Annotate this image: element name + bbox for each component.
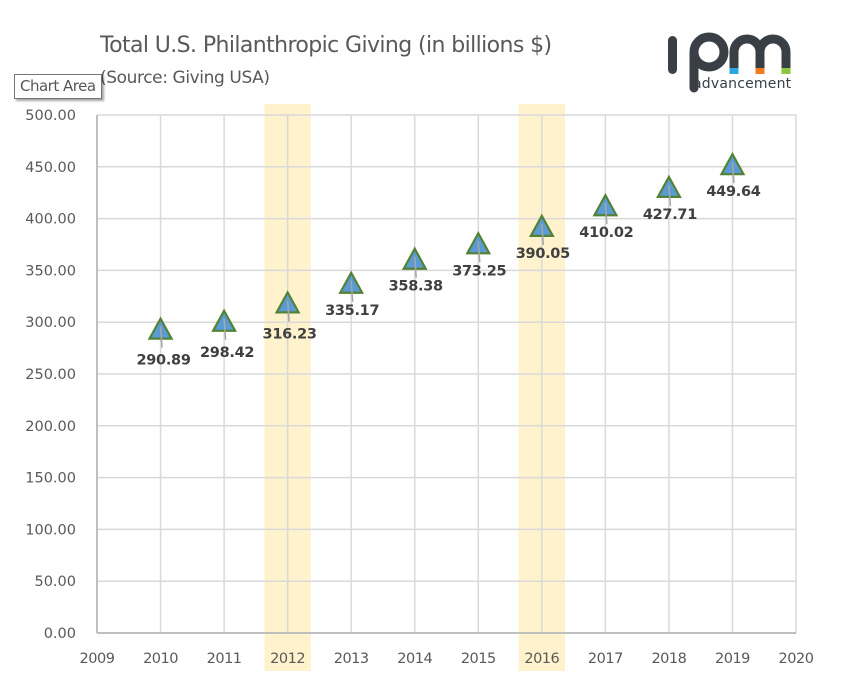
logo-letter-m xyxy=(729,34,791,74)
leader-line xyxy=(286,300,290,322)
x-tick-label: 2020 xyxy=(779,651,814,667)
data-label-2012: 316.23 xyxy=(263,326,317,342)
y-tick-label: 50.00 xyxy=(34,574,76,590)
x-tick-label: 2009 xyxy=(80,651,115,667)
leader-line xyxy=(350,280,354,302)
chart-subtitle: (Source: Giving USA) xyxy=(100,68,270,88)
y-tick-label: 100.00 xyxy=(25,522,76,538)
logo-dot-blue xyxy=(729,68,739,74)
leader-line xyxy=(223,318,227,340)
data-label-2011: 298.42 xyxy=(200,345,254,361)
data-label-2018: 427.71 xyxy=(643,207,697,223)
logo-tagline: advancement xyxy=(693,76,792,92)
y-tick-label: 500.00 xyxy=(25,108,76,124)
leader-line xyxy=(731,162,735,184)
logo-dot-orange xyxy=(755,68,765,74)
y-tick-label: 200.00 xyxy=(25,419,76,435)
leader-line xyxy=(159,326,163,348)
data-label-2017: 410.02 xyxy=(579,225,633,241)
y-tick-label: 450.00 xyxy=(25,160,76,176)
y-tick-label: 0.00 xyxy=(44,626,76,642)
data-label-2010: 290.89 xyxy=(136,353,190,369)
x-tick-label: 2013 xyxy=(334,651,369,667)
x-tick-label: 2019 xyxy=(715,651,750,667)
x-tick-label: 2016 xyxy=(524,651,559,667)
logo-mark-icon xyxy=(668,32,791,93)
x-tick-label: 2018 xyxy=(651,651,686,667)
x-tick-label: 2014 xyxy=(397,651,432,667)
logo-dot-green xyxy=(781,68,791,74)
data-label-2019: 449.64 xyxy=(706,184,760,200)
x-tick-label: 2015 xyxy=(461,651,496,667)
logo-letter-i xyxy=(668,36,677,74)
chart-title: Total U.S. Philanthropic Giving (in bill… xyxy=(100,33,552,58)
chart-area-tooltip: Chart Area xyxy=(14,74,102,99)
data-label-2015: 373.25 xyxy=(452,263,506,279)
x-tick-label: 2017 xyxy=(588,651,623,667)
data-label-2016: 390.05 xyxy=(516,246,570,262)
leader-line xyxy=(541,223,545,245)
x-tick-label: 2011 xyxy=(207,651,242,667)
leader-line xyxy=(604,203,608,225)
y-tick-label: 150.00 xyxy=(25,471,76,487)
y-tick-label: 300.00 xyxy=(25,315,76,331)
leader-line xyxy=(413,256,417,278)
leader-line xyxy=(477,241,481,263)
data-label-2013: 335.17 xyxy=(325,303,379,319)
logo-letter-p xyxy=(689,32,729,93)
ipm-advancement-logo xyxy=(664,30,804,94)
leader-line xyxy=(668,184,672,206)
x-tick-label: 2010 xyxy=(143,651,178,667)
x-tick-label: 2012 xyxy=(270,651,305,667)
y-tick-label: 400.00 xyxy=(25,212,76,228)
data-label-2014: 358.38 xyxy=(389,279,443,295)
y-tick-label: 350.00 xyxy=(25,263,76,279)
y-tick-label: 250.00 xyxy=(25,367,76,383)
